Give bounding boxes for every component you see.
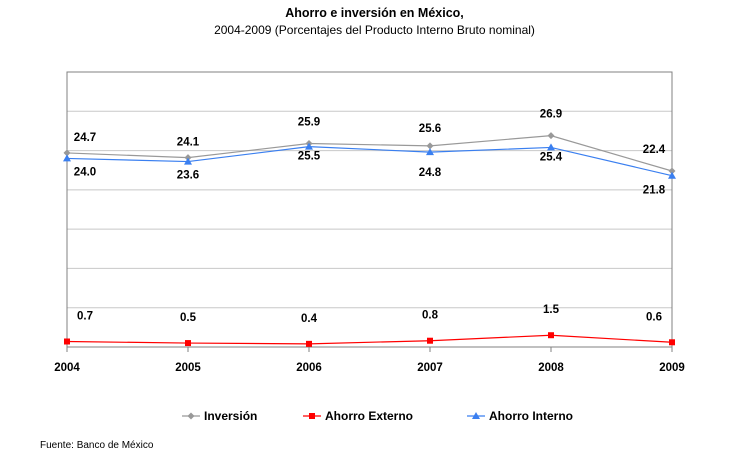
grid-lines [67,110,672,348]
data-point [306,340,312,347]
series-markers [63,132,676,347]
data-label: 1.5 [543,304,560,316]
series-line [66,135,673,172]
data-label: 24.8 [419,167,442,179]
x-tick-label: 2009 [659,362,685,374]
data-point [668,171,676,179]
series-lines [66,135,673,345]
data-label: 25.4 [540,151,563,163]
data-label: 24.1 [177,137,200,149]
source-note: Fuente: Banco de México [40,440,154,451]
data-point [64,338,70,345]
legend-label: Ahorro Externo [325,409,413,423]
legend-label: Ahorro Interno [489,409,573,423]
x-axis-ticks: 2004 2005 2006 2007 2008 2009 [54,347,685,374]
data-point [548,332,554,339]
data-label: 0.7 [77,311,93,323]
plot-frame [66,71,673,348]
data-point [184,157,192,165]
x-tick-label: 2007 [417,362,443,374]
legend-marker [309,413,315,419]
data-label: 0.4 [301,313,318,325]
data-point [547,132,555,140]
data-label: 23.6 [177,170,199,182]
data-point [427,337,433,344]
data-label: 26.9 [540,109,562,121]
data-label: 25.9 [298,117,320,129]
data-point [185,340,191,347]
chart-subtitle: 2004-2009 (Porcentajes del Producto Inte… [214,23,535,37]
data-point [668,167,676,175]
legend: Inversión Ahorro Externo Ahorro Interno [182,409,573,423]
data-label: 24.7 [74,132,96,144]
legend-marker [187,412,195,420]
data-point [669,339,675,346]
data-point [305,142,313,150]
data-point [426,142,434,150]
legend-marker [472,412,480,419]
legend-label: Inversión [204,409,257,423]
x-tick-label: 2006 [296,362,322,374]
data-label: 25.5 [298,151,321,163]
data-point [63,149,71,157]
series-line [66,334,673,345]
data-point [63,154,71,162]
series-line [66,146,673,177]
x-tick-label: 2005 [175,362,201,374]
data-point [547,143,555,151]
data-label: 25.6 [419,123,441,135]
x-tick-label: 2004 [54,362,80,374]
data-point [426,148,434,156]
data-label: 22.4 [643,144,666,156]
data-label: 0.6 [646,311,662,323]
data-label: 21.8 [643,185,666,197]
data-label: 24.0 [74,166,96,178]
data-labels: 24.7 24.1 25.9 25.6 26.9 22.4 0.7 0.5 0.4 0.8 1.5 0… [74,109,666,325]
chart-title: Ahorro e inversión en México, [285,6,464,20]
data-label: 0.8 [422,310,439,322]
x-tick-label: 2008 [538,362,564,374]
data-label: 0.5 [180,312,197,324]
